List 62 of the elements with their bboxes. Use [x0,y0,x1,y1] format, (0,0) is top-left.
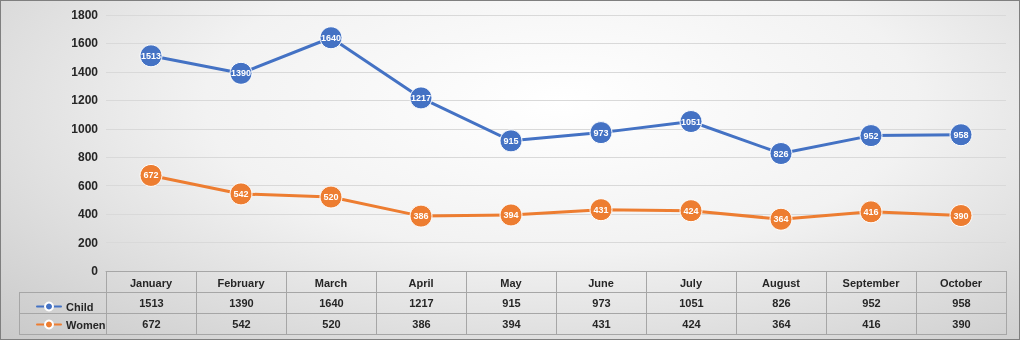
data-label: 1390 [196,292,287,314]
annotation: 424 [683,205,699,216]
x-tick-label: September [842,276,901,289]
data-label: 364 [736,313,827,335]
x-tick-label: March [314,276,348,289]
x-tick-label: June [588,276,614,289]
y-tick-label: 200 [77,235,99,250]
y-tick-label: 1600 [71,36,99,51]
annotation: 364 [773,214,789,225]
annotation: 826 [773,148,789,159]
data-label: 958 [916,292,1007,314]
annotation: 520 [323,192,339,203]
x-tick-label: October [939,276,983,289]
annotation: 1640 [320,32,342,43]
annotation: 1390 [230,68,252,79]
data-label: 416 [826,313,917,335]
data-label: 542 [196,313,287,335]
data-label: 826 [736,292,827,314]
annotation: 542 [233,188,249,199]
annotation: 416 [863,206,879,217]
legend-label: Child [66,300,94,313]
data-label: 431 [556,313,647,335]
x-tick-label: January [129,276,173,289]
y-tick-label: 1400 [71,64,99,79]
y-tick-label: 600 [77,178,99,193]
annotation: 958 [953,129,969,140]
data-label: 973 [556,292,647,314]
data-label: 1217 [376,292,467,314]
annotation: 915 [503,135,519,146]
annotation: 386 [413,211,429,222]
x-tick-label: February [217,276,266,289]
x-tick-label: May [500,276,523,289]
data-label: 386 [376,313,467,335]
y-tick-label: 1000 [71,121,99,136]
x-tick-label: July [679,276,703,289]
data-label: 1640 [286,292,377,314]
y-tick-label: 400 [77,207,99,222]
annotation: 1513 [140,50,162,61]
data-label: 394 [466,313,557,335]
y-tick-label: 1800 [71,8,99,22]
data-label: 1513 [106,292,197,314]
annotation: 390 [953,210,969,221]
y-tick-label: 800 [77,150,99,165]
legend-label: Women [66,318,106,331]
data-label: 390 [916,313,1007,335]
data-label: 1051 [646,292,737,314]
annotation: 672 [143,170,159,181]
data-label: 952 [826,292,917,314]
annotation: 431 [593,204,609,215]
annotation: 1051 [680,116,702,127]
data-label: 424 [646,313,737,335]
annotation: 973 [593,127,609,138]
annotation: 1217 [410,92,432,103]
x-tick-label: April [408,276,434,289]
y-tick-label: 1200 [71,93,99,108]
data-label: 520 [286,313,377,335]
x-tick-label: August [762,276,801,289]
data-label: 672 [106,313,197,335]
data-label: 915 [466,292,557,314]
y-tick-label: 0 [91,264,99,278]
annotation: 394 [503,209,519,220]
annotation: 952 [863,130,879,141]
